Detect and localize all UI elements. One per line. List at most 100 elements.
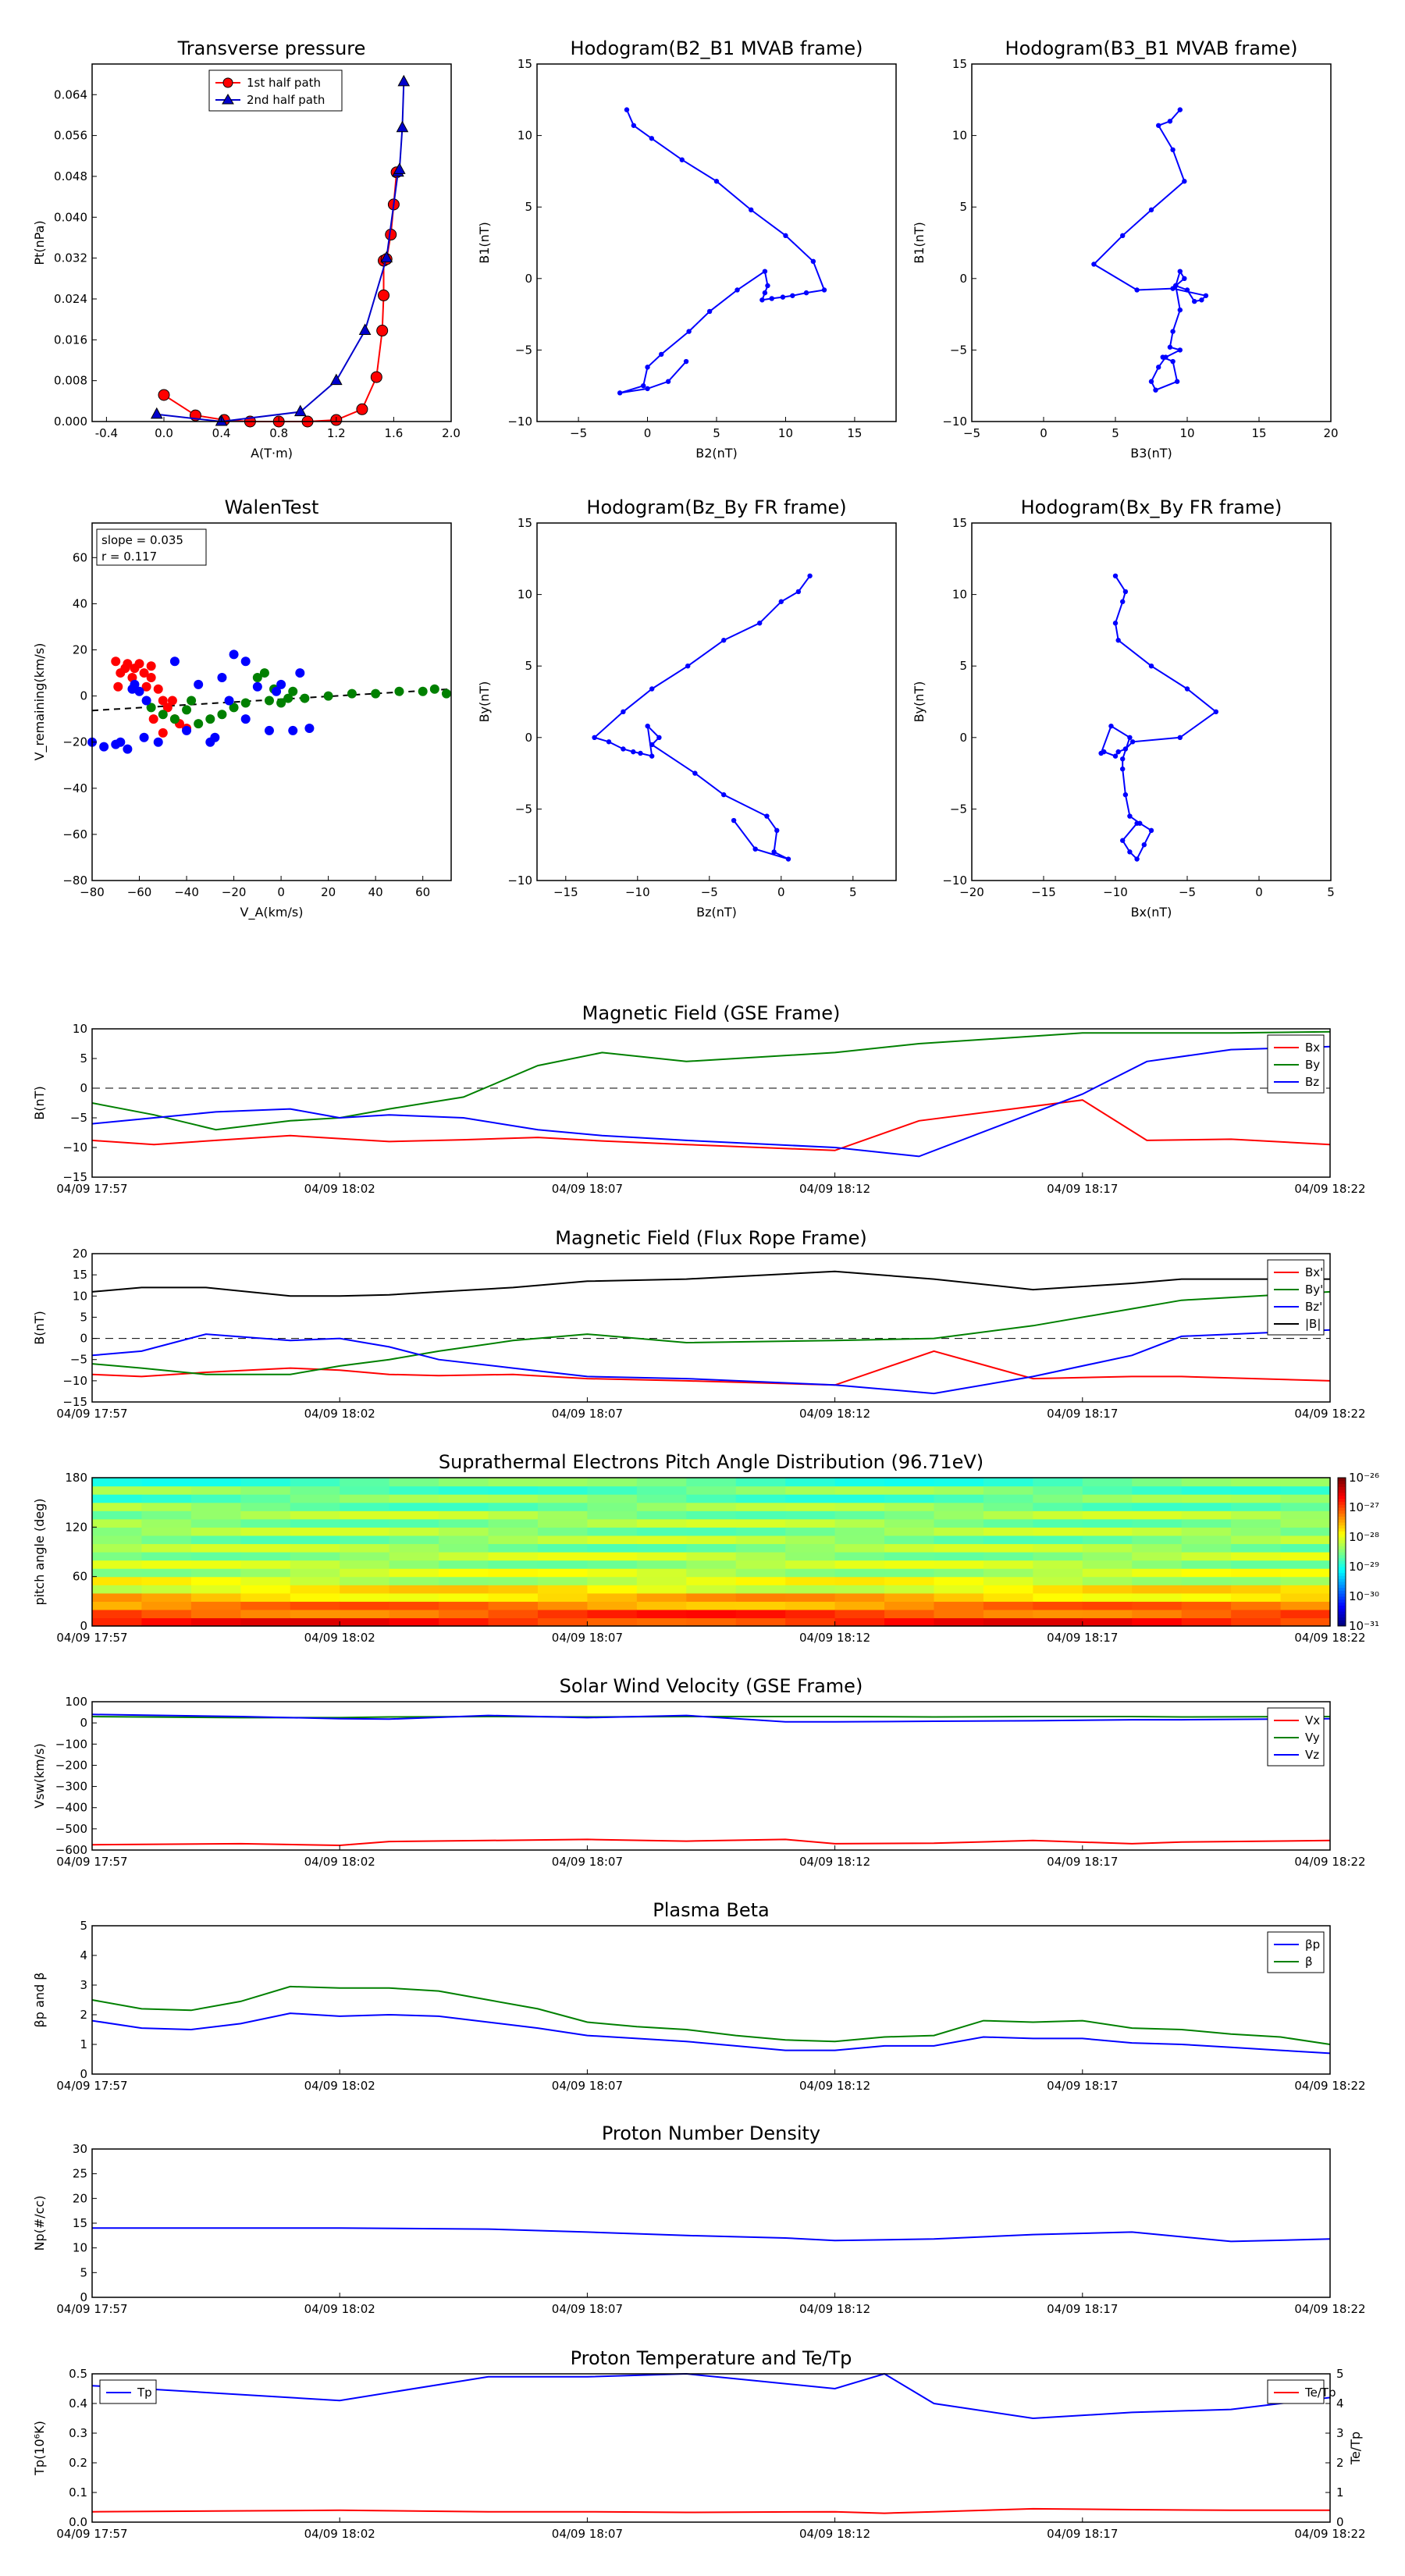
series — [617, 107, 827, 396]
series — [1098, 573, 1219, 862]
heatmap-cell — [488, 1609, 539, 1619]
heatmap-cell — [735, 1502, 786, 1511]
heatmap-cell — [834, 1585, 885, 1594]
series-line — [91, 1270, 1330, 1297]
heatmap-cell — [537, 1518, 588, 1528]
data-point — [264, 725, 274, 735]
heatmap-cell — [1033, 1609, 1083, 1619]
heatmap-cell — [587, 1585, 638, 1594]
heatmap-cell — [389, 1552, 439, 1561]
heatmap-cell — [785, 1576, 836, 1585]
heatmap-cell — [934, 1568, 984, 1578]
legend-label: βp — [1305, 1937, 1320, 1952]
annotation-frame — [96, 528, 207, 566]
x-tick-label: −40 — [174, 885, 199, 899]
x-tick-label: -0.4 — [95, 426, 118, 440]
series — [92, 2227, 1331, 2243]
data-point — [396, 120, 409, 133]
data-point — [134, 659, 144, 669]
heatmap-cell — [389, 1560, 439, 1569]
colorbar-step — [1338, 1534, 1346, 1538]
heatmap-cell — [587, 1535, 638, 1545]
legend-item: 2nd half path — [215, 93, 325, 107]
heatmap-cell — [1132, 1568, 1183, 1578]
data-point — [182, 705, 192, 715]
heatmap-cell — [1280, 1494, 1331, 1503]
heatmap-cell — [636, 1494, 687, 1503]
data-point — [293, 404, 307, 417]
y-tick-label: 0.016 — [54, 333, 87, 347]
y-tick-label: 0.000 — [54, 415, 87, 429]
heatmap-cell — [190, 1478, 241, 1487]
x-tick-label: −80 — [80, 885, 105, 899]
heatmap-cell — [1082, 1478, 1133, 1487]
y-tick-label: 0.056 — [54, 129, 87, 143]
heatmap-cell — [290, 1518, 340, 1528]
heatmap-cell — [884, 1494, 935, 1503]
legend: 1st half path 2nd half path — [208, 69, 343, 112]
heatmap-cell — [686, 1552, 737, 1561]
heatmap-cell — [686, 1585, 737, 1594]
series-line — [91, 2372, 1331, 2420]
chart-title: Transverse pressure — [177, 37, 366, 59]
colorbar-step — [1338, 1587, 1346, 1591]
heatmap-cell — [141, 1518, 192, 1528]
data-point — [123, 744, 133, 754]
x-tick-label: 04/09 18:02 — [304, 1631, 375, 1645]
data-point — [606, 739, 612, 745]
heatmap-cell — [389, 1502, 439, 1511]
y-tick-label: 2 — [80, 2008, 87, 2022]
heatmap-cell — [735, 1568, 786, 1578]
heatmap-cell — [92, 1560, 143, 1569]
heatmap-cells — [92, 1478, 1331, 1627]
x-tick-label: 04/09 18:17 — [1047, 2302, 1118, 2316]
data-point — [1203, 293, 1209, 298]
heatmap-cell — [934, 1494, 984, 1503]
legend-label: Bx' — [1305, 1265, 1323, 1279]
heatmap-cell — [735, 1592, 786, 1602]
x-tick-label: 04/09 18:22 — [1294, 1631, 1365, 1645]
series — [150, 74, 411, 426]
y-tick-label: −5 — [515, 343, 532, 357]
x-tick-label: 04/09 17:57 — [56, 1855, 127, 1869]
data-point — [706, 308, 713, 315]
heatmap-cell — [834, 1617, 885, 1627]
y-tick-label: −5 — [515, 802, 532, 816]
data-point — [774, 827, 780, 834]
x-tick-label: 0 — [1040, 426, 1048, 440]
x-tick-label: 04/09 18:02 — [304, 2079, 375, 2093]
heatmap-cell — [785, 1502, 836, 1511]
heatmap-cell — [1132, 1601, 1183, 1610]
heatmap-cell — [884, 1543, 935, 1553]
x-tick-label: 0 — [777, 885, 785, 899]
plot-frame — [536, 63, 897, 422]
heatmap-cell — [190, 1592, 241, 1602]
heatmap-cell — [1280, 1535, 1331, 1545]
y-tick-label: 10 — [73, 2241, 87, 2255]
colorbar-step — [1338, 1504, 1346, 1508]
x-tick-label: −5 — [963, 426, 980, 440]
heatmap-cell — [1181, 1568, 1232, 1578]
heatmap-cell — [389, 1609, 439, 1619]
data-point — [785, 856, 791, 862]
heatmap-cell — [439, 1494, 489, 1503]
heatmap-cell — [1231, 1560, 1282, 1569]
y-tick-label: 0.4 — [69, 2396, 87, 2411]
heatmap-cell — [1181, 1585, 1232, 1594]
x-tick-label: 04/09 18:07 — [552, 1407, 623, 1421]
x-tick-label: 0.0 — [155, 426, 173, 440]
heatmap-cell — [1181, 1560, 1232, 1569]
x-tick-label: 1.6 — [384, 426, 403, 440]
heatmap-cell — [537, 1478, 588, 1487]
heatmap-cell — [290, 1576, 340, 1585]
heatmap-cell — [488, 1560, 539, 1569]
heatmap-cell — [141, 1535, 192, 1545]
heatmap-cell — [686, 1494, 737, 1503]
y2-tick-label: 3 — [1336, 2426, 1344, 2440]
heatmap-cell — [1231, 1609, 1282, 1619]
data-point — [120, 664, 130, 674]
plot-frame — [91, 1701, 1331, 1851]
data-point — [158, 389, 170, 401]
x-tick-label: 04/09 18:02 — [304, 1182, 375, 1196]
